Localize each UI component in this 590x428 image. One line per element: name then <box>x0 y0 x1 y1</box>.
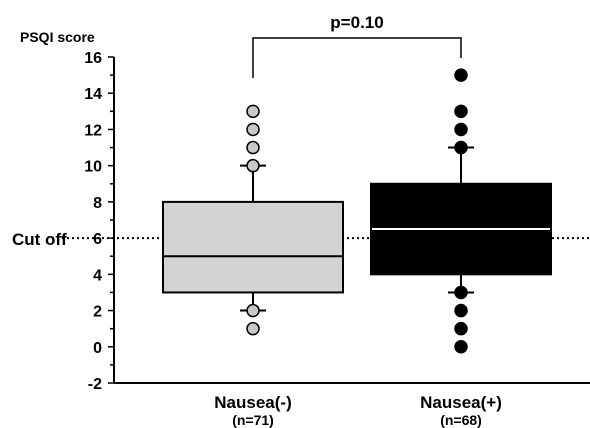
group-n-label: (n=68) <box>440 412 482 428</box>
y-tick-label: 14 <box>84 86 102 103</box>
outlier-point <box>454 285 468 300</box>
y-tick-label: -2 <box>88 376 102 393</box>
outlier-point <box>454 104 468 119</box>
outlier-point <box>246 158 260 173</box>
outlier-point <box>454 340 468 354</box>
significance-bracket <box>252 37 462 78</box>
y-tick-label: 16 <box>84 50 102 67</box>
outlier-point <box>454 68 468 82</box>
cutoff-label: Cut off <box>12 230 67 249</box>
outlier-point <box>246 140 260 155</box>
y-tick-label: 2 <box>93 304 102 321</box>
y-axis-label: PSQI score <box>20 29 95 45</box>
group-n-label: (n=71) <box>232 412 274 428</box>
outlier-point <box>454 122 468 137</box>
outlier-point <box>454 321 468 336</box>
y-tick-label: 6 <box>93 231 102 248</box>
y-tick-label: 10 <box>84 159 102 176</box>
outlier-point <box>246 104 260 119</box>
significance-label: p=0.10 <box>330 13 383 32</box>
y-tick-label: 4 <box>93 267 102 284</box>
group-label: Nausea(+) <box>420 393 502 412</box>
outlier-point <box>246 122 260 137</box>
group-label: Nausea(-) <box>214 393 291 412</box>
box-iqr <box>162 200 344 294</box>
outlier-point <box>246 303 260 318</box>
y-tick-label: 8 <box>93 195 102 212</box>
outlier-point <box>454 303 468 318</box>
outlier-point <box>454 140 468 155</box>
outlier-point <box>246 321 260 336</box>
y-tick-label: 12 <box>84 122 102 139</box>
y-tick-label: 0 <box>93 340 102 357</box>
